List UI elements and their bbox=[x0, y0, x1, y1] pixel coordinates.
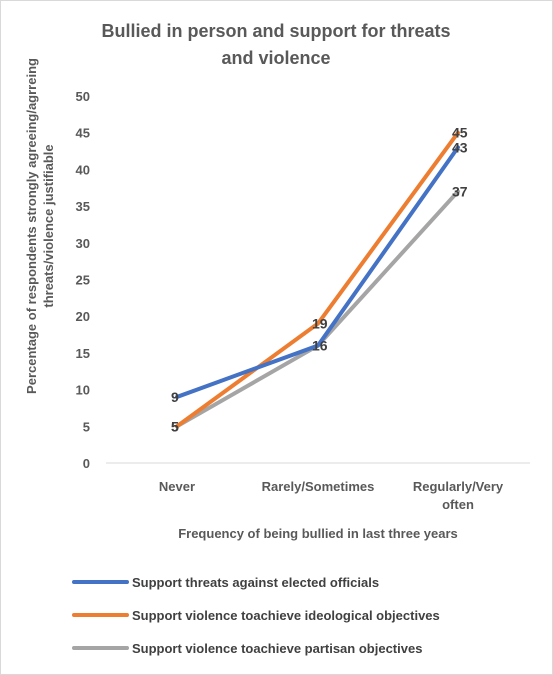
legend-label-1: Support threats against elected official… bbox=[132, 575, 379, 590]
x-tick-label: Rarely/Sometimes bbox=[262, 479, 375, 494]
chart-title: Bullied in person and support for threat… bbox=[101, 21, 450, 68]
x-tick-label: often bbox=[442, 497, 474, 512]
y-tick-label: 15 bbox=[76, 346, 90, 361]
y-tick-label: 30 bbox=[76, 236, 90, 251]
x-axis-title: Frequency of being bullied in last three… bbox=[178, 526, 458, 541]
y-tick-label: 40 bbox=[76, 162, 90, 177]
y-tick-label: 5 bbox=[83, 419, 90, 434]
chart-title-line-1: Bullied in person and support for threat… bbox=[101, 21, 450, 41]
y-tick-label: 0 bbox=[83, 456, 90, 471]
legend-label-2: Support violence toachieve ideological o… bbox=[132, 608, 440, 623]
y-tick-label: 25 bbox=[76, 273, 90, 288]
y-tick-label: 35 bbox=[76, 199, 90, 214]
data-label: 37 bbox=[452, 183, 468, 199]
data-label: 5 bbox=[171, 418, 179, 434]
y-axis-title-line-2: threats/violence justifiable bbox=[41, 144, 56, 307]
data-label: 5 bbox=[171, 418, 179, 434]
legend-label-3: Support violence toachieve partisan obje… bbox=[132, 641, 422, 656]
data-label: 16 bbox=[312, 338, 328, 354]
x-tick-labels: Never Rarely/Sometimes Regularly/Very often bbox=[159, 479, 504, 512]
legend: Support threats against elected official… bbox=[72, 575, 440, 656]
y-axis-title: Percentage of respondents strongly agree… bbox=[24, 58, 56, 394]
y-tick-label: 50 bbox=[76, 89, 90, 104]
series-line-1 bbox=[175, 145, 460, 399]
y-tick-label: 10 bbox=[76, 383, 90, 398]
series-line-2 bbox=[175, 130, 460, 429]
data-label: 19 bbox=[312, 316, 328, 332]
x-tick-label: Never bbox=[159, 479, 195, 494]
data-label: 9 bbox=[171, 389, 179, 405]
series-lines bbox=[175, 130, 460, 429]
y-tick-label: 20 bbox=[76, 309, 90, 324]
chart-title-line-2: and violence bbox=[221, 48, 330, 68]
series-line-3 bbox=[175, 189, 460, 429]
data-label: 43 bbox=[452, 139, 468, 155]
data-label: 45 bbox=[452, 125, 468, 141]
y-tick-label: 45 bbox=[76, 126, 90, 141]
x-tick-label: Regularly/Very bbox=[413, 479, 504, 494]
y-axis-title-line-1: Percentage of respondents strongly agree… bbox=[24, 58, 39, 394]
y-tick-labels: 0 5 10 15 20 25 30 35 40 45 50 bbox=[76, 89, 90, 471]
